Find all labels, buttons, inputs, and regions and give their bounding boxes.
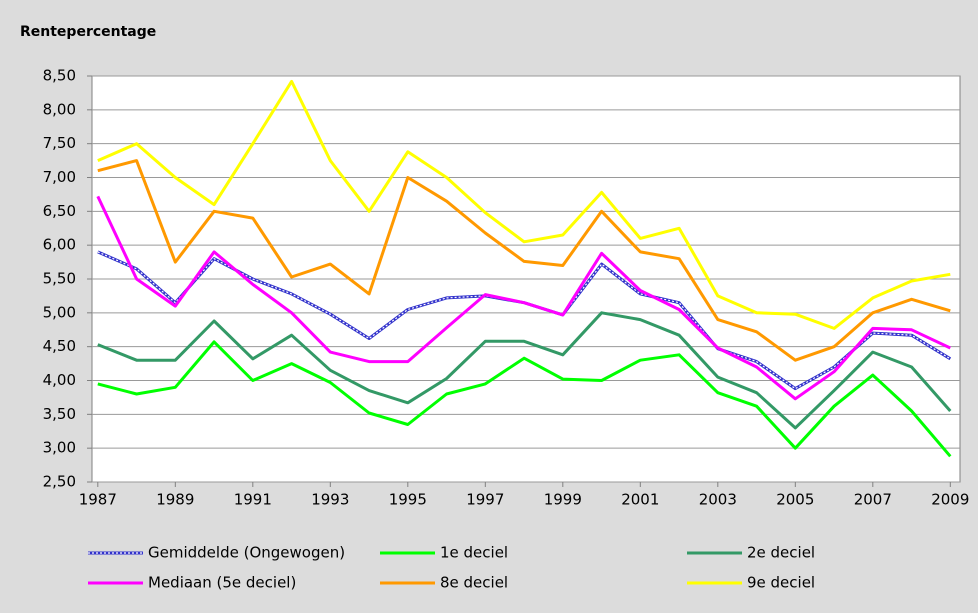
- legend-label: Mediaan (5e deciel): [148, 574, 296, 592]
- x-tick-label: 1987: [79, 491, 117, 509]
- x-tick-label: 2001: [621, 491, 659, 509]
- series-line: [97, 340, 952, 458]
- legend-label: 9e deciel: [747, 574, 815, 592]
- y-tick-label: 4,50: [43, 337, 76, 355]
- series-line: [96, 195, 951, 401]
- legend-label: 2e deciel: [747, 544, 815, 562]
- series-line: [97, 311, 952, 430]
- y-tick-label: 5,50: [43, 270, 76, 288]
- y-tick-label: 3,00: [43, 439, 76, 457]
- x-tick-label: 2009: [931, 491, 969, 509]
- series-line: [97, 159, 951, 362]
- x-tick-label: 1989: [156, 491, 194, 509]
- x-tick-label: 1995: [389, 491, 427, 509]
- y-tick-label: 2,50: [43, 473, 76, 491]
- y-tick-label: 7,00: [43, 168, 76, 186]
- x-tick-label: 1991: [234, 491, 272, 509]
- chart-title: Rentepercentage: [20, 24, 156, 40]
- x-tick-label: 1999: [544, 491, 582, 509]
- legend-label: Gemiddelde (Ongewogen): [148, 544, 345, 562]
- x-tick-label: 2005: [776, 491, 814, 509]
- legend-label: 8e deciel: [440, 574, 508, 592]
- x-tick-label: 2003: [699, 491, 737, 509]
- y-tick-label: 8,50: [43, 67, 76, 85]
- series-line: [97, 79, 951, 330]
- y-tick-label: 8,00: [43, 100, 76, 118]
- y-tick-label: 3,50: [43, 405, 76, 423]
- y-tick-label: 6,50: [43, 202, 76, 220]
- y-tick-label: 7,50: [43, 134, 76, 152]
- x-tick-label: 2007: [854, 491, 892, 509]
- y-tick-label: 5,00: [43, 303, 76, 321]
- y-tick-label: 6,00: [43, 236, 76, 254]
- y-tick-label: 4,00: [43, 371, 76, 389]
- x-tick-label: 1993: [311, 491, 349, 509]
- x-tick-label: 1997: [466, 491, 504, 509]
- legend-label: 1e deciel: [440, 544, 508, 562]
